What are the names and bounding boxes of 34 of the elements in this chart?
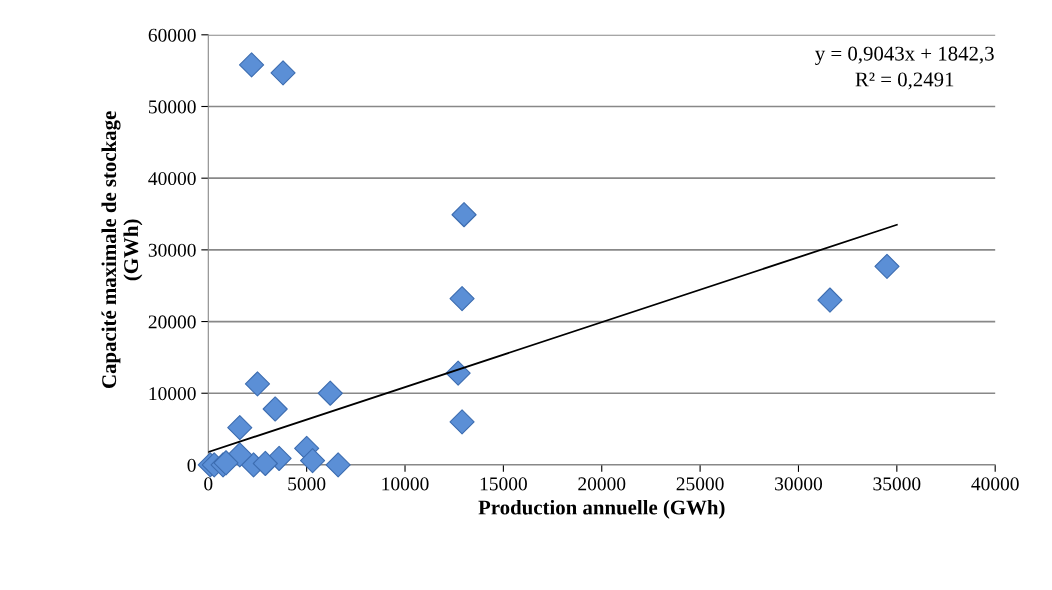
- point: [299, 448, 326, 474]
- y-tick-label: 0: [187, 458, 196, 472]
- point: [451, 202, 477, 228]
- x-tick-label: 30000: [775, 477, 823, 491]
- point: [238, 52, 265, 78]
- x-axis-title: Production annuelle (GWh): [478, 499, 725, 519]
- point: [252, 450, 278, 477]
- x-tick-label: 5000: [288, 477, 326, 491]
- point: [449, 286, 475, 312]
- point: [874, 253, 900, 279]
- point: [262, 396, 288, 422]
- x-tick-label: 35000: [873, 477, 921, 491]
- x-tick-label: 0: [204, 477, 213, 491]
- y-tick-label: 10000: [149, 387, 196, 401]
- x-tick-label: 25000: [676, 477, 724, 491]
- y-tick-label: 60000: [148, 28, 196, 42]
- y-tick-label: 30000: [148, 243, 196, 257]
- point: [227, 415, 253, 441]
- y-tick-label: 50000: [149, 100, 196, 114]
- x-tick-label: 15000: [480, 477, 527, 491]
- point: [244, 371, 271, 397]
- x-tick-label: 40000: [971, 477, 1019, 491]
- point: [270, 60, 296, 86]
- point: [317, 380, 343, 406]
- y-axis-title: Capacité maximale de stockage (GWh): [101, 111, 143, 388]
- x-tick-label: 20000: [578, 477, 626, 491]
- y-tick-label: 40000: [148, 172, 196, 186]
- annotation: y = 0,9043x + 1842,3: [815, 46, 994, 65]
- point: [449, 409, 475, 435]
- point: [325, 452, 351, 478]
- point: [817, 287, 843, 313]
- x-tick-label: 10000: [382, 477, 429, 491]
- annotation: R² = 0,2491: [855, 72, 954, 90]
- y-tick-label: 20000: [148, 315, 196, 329]
